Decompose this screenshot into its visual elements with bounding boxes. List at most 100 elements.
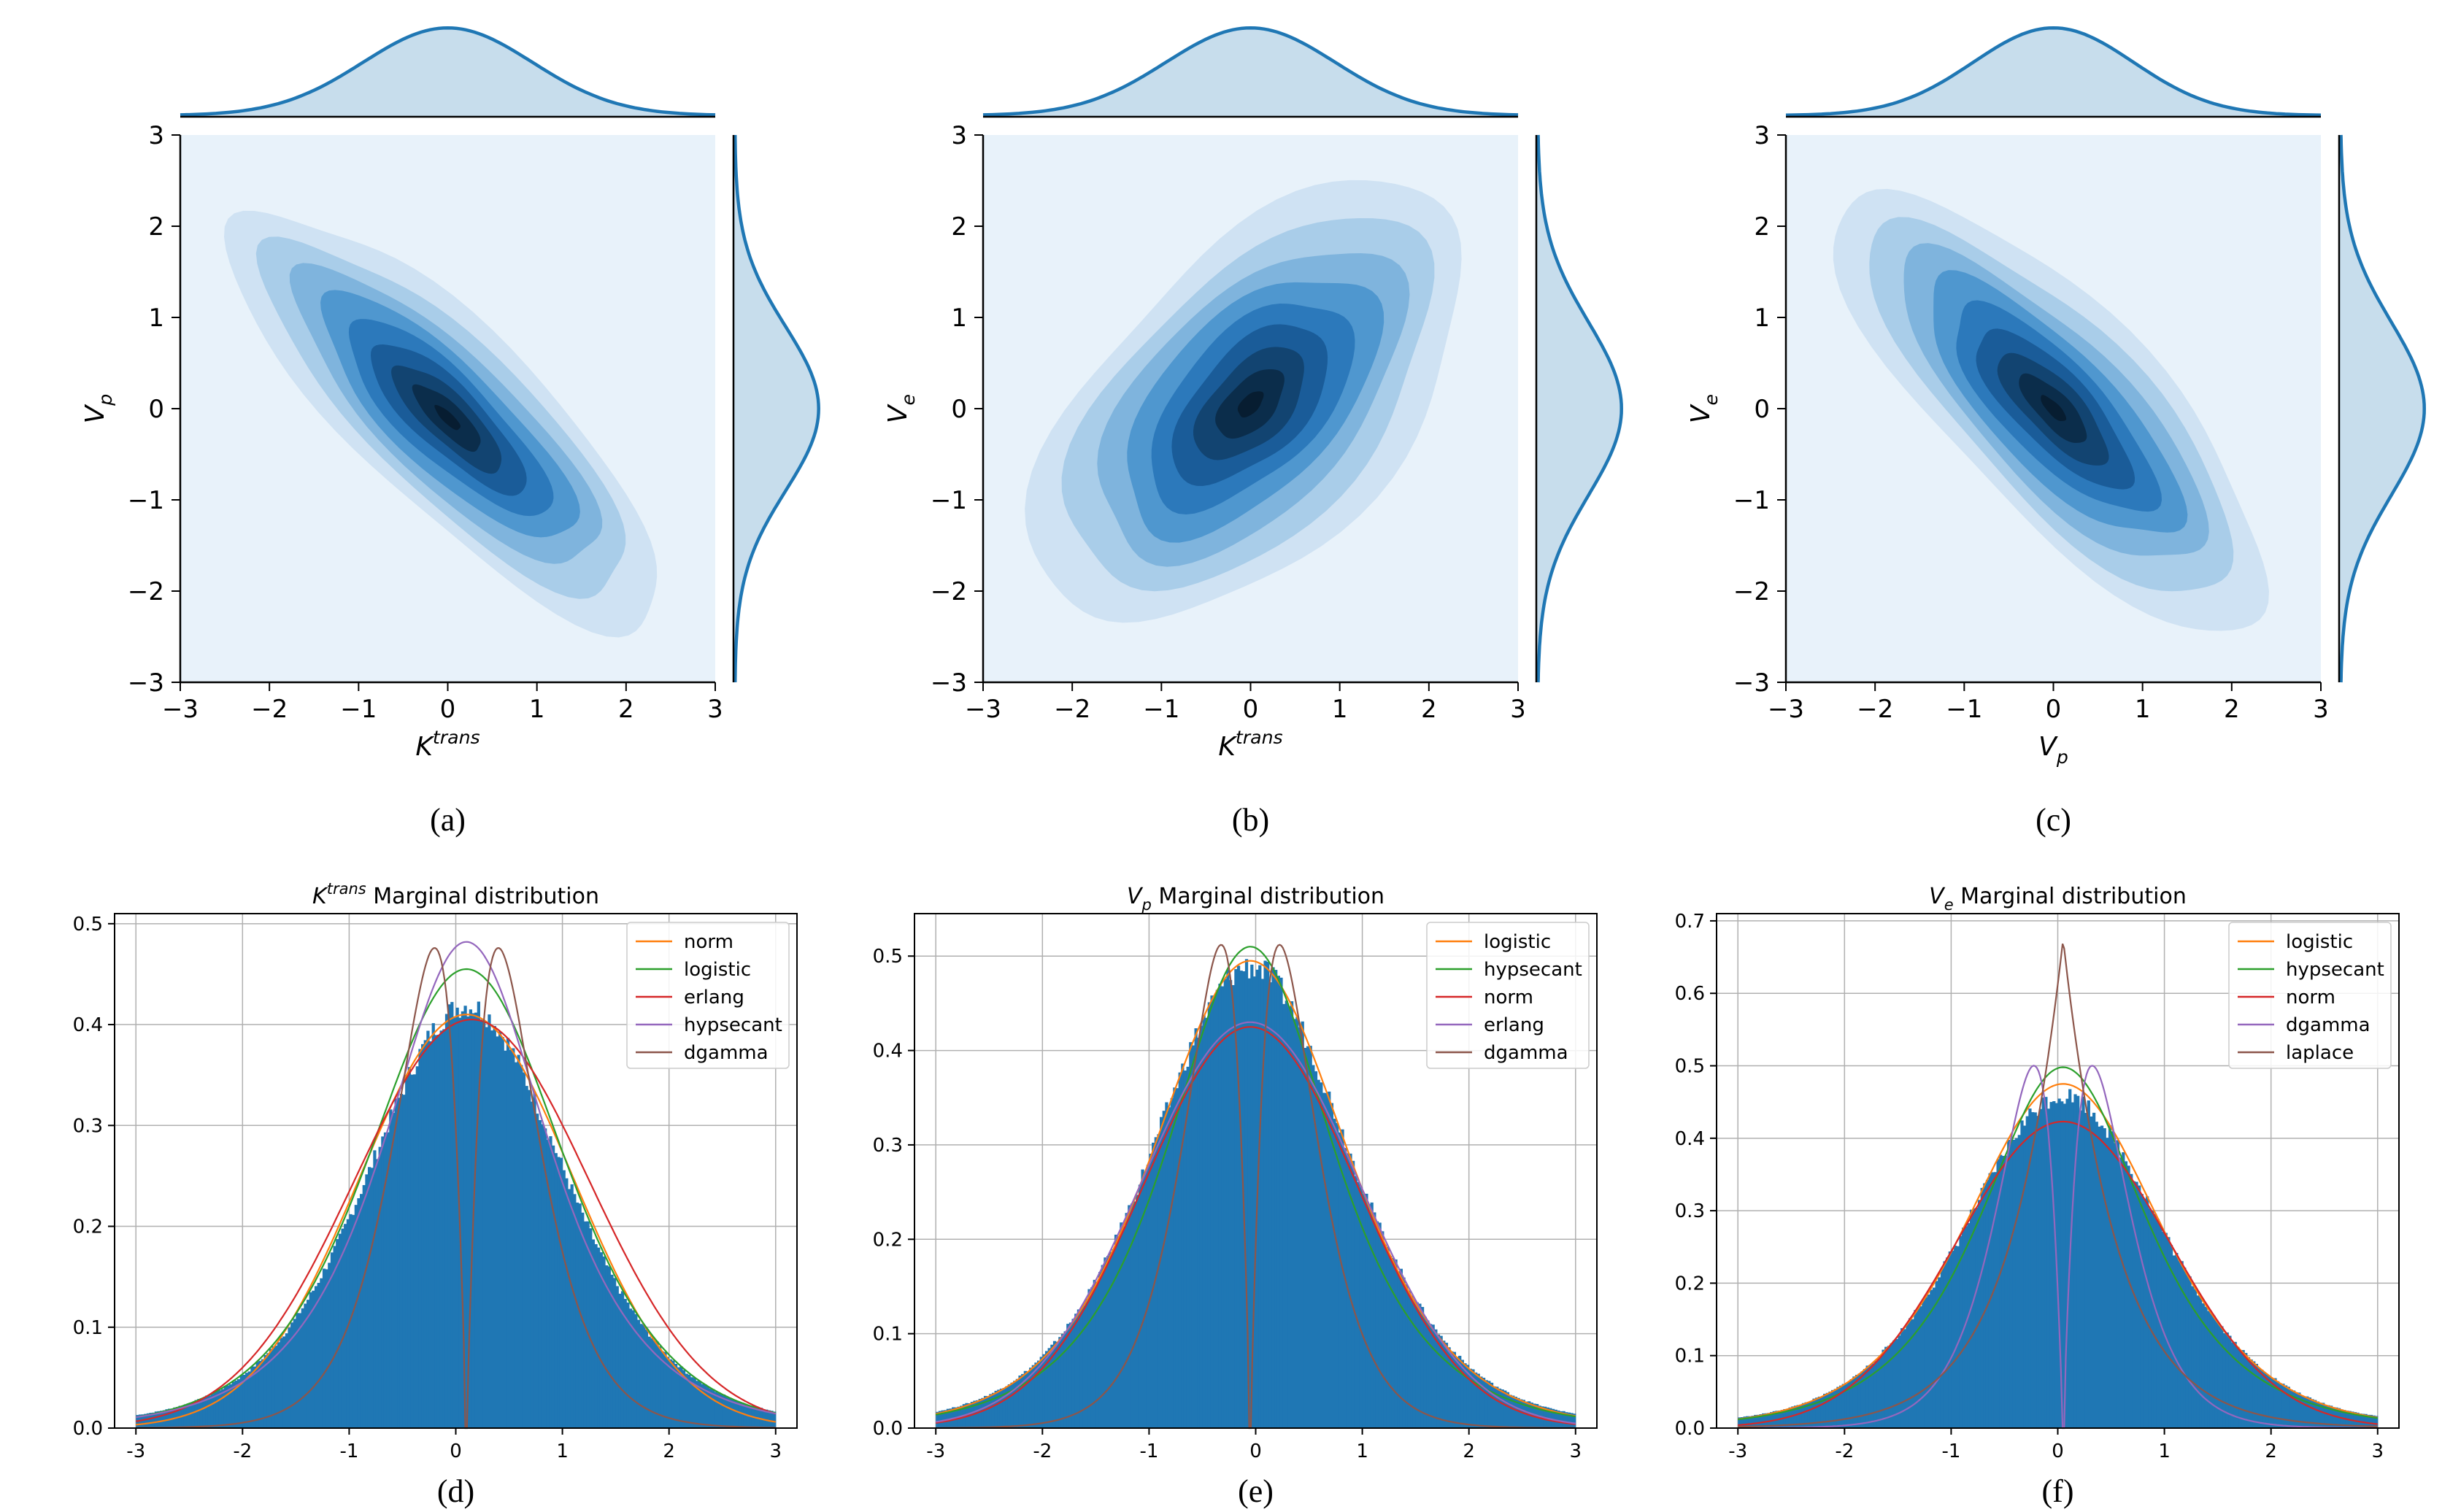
histogram-bar bbox=[554, 1153, 558, 1428]
histogram-bar bbox=[1906, 1323, 1909, 1428]
legend-label-dgamma: dgamma bbox=[684, 1042, 769, 1064]
histogram-bar bbox=[1743, 1416, 1746, 1428]
histogram-bar bbox=[1295, 1017, 1299, 1428]
histogram-bar bbox=[2364, 1413, 2368, 1428]
y-tick-label: 0.7 bbox=[1675, 911, 1705, 933]
histogram-bar bbox=[1924, 1297, 1928, 1428]
histogram-bar bbox=[341, 1228, 344, 1428]
histogram-bar bbox=[2244, 1353, 2248, 1428]
histogram-bar bbox=[2167, 1237, 2171, 1428]
histogram-bar bbox=[2063, 1103, 2067, 1428]
x-tick-label: −2 bbox=[251, 695, 288, 724]
histogram-bar bbox=[936, 1411, 939, 1428]
histogram-bar bbox=[701, 1384, 704, 1428]
histogram-bar bbox=[1946, 1257, 1949, 1428]
x-tick-label: -3 bbox=[126, 1440, 145, 1462]
histogram-bar bbox=[485, 1027, 488, 1428]
histogram-bar bbox=[546, 1139, 550, 1428]
x-tick-label: -3 bbox=[926, 1440, 945, 1462]
histogram-bar bbox=[299, 1313, 302, 1428]
histogram-bar bbox=[2254, 1363, 2259, 1428]
histogram-bar bbox=[477, 1001, 480, 1428]
histogram-bar bbox=[306, 1300, 310, 1428]
histogram-bar bbox=[704, 1384, 707, 1428]
histogram-bar bbox=[205, 1395, 209, 1428]
histogram-bar bbox=[2279, 1383, 2282, 1428]
histogram-bar bbox=[244, 1373, 249, 1428]
legend-label-logistic: logistic bbox=[2286, 931, 2353, 953]
histogram-bar bbox=[1452, 1351, 1457, 1428]
histogram-bar bbox=[2332, 1407, 2335, 1428]
histogram-bar bbox=[1125, 1213, 1128, 1428]
histogram-bar bbox=[618, 1293, 622, 1428]
y-tick-label: 0.1 bbox=[1675, 1346, 1705, 1368]
histogram-bar bbox=[480, 1019, 483, 1428]
histogram-bar bbox=[2241, 1350, 2245, 1428]
histogram-bar bbox=[1898, 1335, 1901, 1428]
x-tick-label: -3 bbox=[1728, 1440, 1747, 1462]
histogram-bar bbox=[725, 1396, 728, 1428]
histogram-bar bbox=[269, 1349, 273, 1428]
histogram-bar bbox=[1450, 1351, 1454, 1428]
histogram-bar bbox=[1999, 1154, 2003, 1428]
histogram-bar bbox=[365, 1174, 369, 1428]
histogram-bar bbox=[1511, 1395, 1515, 1428]
y-tick-label: 3 bbox=[148, 121, 164, 150]
histogram-bar bbox=[1460, 1359, 1464, 1428]
histogram-bar bbox=[394, 1098, 398, 1428]
y-tick-label: 2 bbox=[1754, 212, 1770, 242]
histogram-bar bbox=[2236, 1346, 2240, 1428]
x-tick-label: -2 bbox=[1033, 1440, 1052, 1462]
legend-box bbox=[626, 922, 790, 1069]
y-tick-label: 1 bbox=[951, 304, 967, 333]
histogram-bar bbox=[280, 1338, 283, 1428]
histogram-bar bbox=[650, 1338, 654, 1428]
histogram-bar bbox=[1085, 1298, 1088, 1428]
x-tick-label: 1 bbox=[2158, 1440, 2171, 1462]
histogram-bar bbox=[1828, 1392, 1832, 1428]
histogram-bar bbox=[599, 1252, 603, 1428]
histogram-bar bbox=[2209, 1314, 2213, 1428]
histogram-bar bbox=[626, 1302, 630, 1428]
histogram-bar bbox=[2191, 1286, 2195, 1428]
histogram-bar bbox=[1455, 1357, 1459, 1428]
histogram-bar bbox=[636, 1319, 641, 1428]
histogram-bar bbox=[2199, 1296, 2203, 1428]
legend-label-erlang: erlang bbox=[1484, 1014, 1544, 1036]
histogram-bar bbox=[530, 1101, 534, 1428]
histogram-bar bbox=[231, 1381, 235, 1428]
histogram-bar bbox=[514, 1062, 518, 1428]
legend-label-norm: norm bbox=[1484, 987, 1533, 1008]
histogram-bar bbox=[730, 1399, 733, 1428]
histogram-bar bbox=[2081, 1096, 2085, 1428]
histogram-bar bbox=[2287, 1386, 2290, 1428]
x-axis-label: Ktrans bbox=[415, 727, 480, 762]
histogram-bar bbox=[378, 1146, 382, 1428]
histogram-bar bbox=[1506, 1392, 1510, 1428]
histogram-bar bbox=[2214, 1319, 2219, 1428]
histogram-bar bbox=[1260, 979, 1265, 1428]
histogram-bar bbox=[1876, 1359, 1880, 1428]
histogram-bar bbox=[213, 1392, 217, 1428]
histogram-bar bbox=[1351, 1160, 1355, 1428]
histogram-bar bbox=[2030, 1112, 2035, 1428]
histogram-bar bbox=[1247, 978, 1251, 1428]
histogram-bar bbox=[658, 1346, 662, 1428]
histogram-bar bbox=[2361, 1413, 2365, 1428]
histogram-bar bbox=[2092, 1112, 2096, 1428]
histogram-bar bbox=[733, 1400, 736, 1428]
legend-label-hypsecant: hypsecant bbox=[684, 1014, 782, 1036]
histogram-bar bbox=[1484, 1380, 1488, 1428]
histogram-bar bbox=[677, 1367, 680, 1428]
histogram-bar bbox=[1031, 1365, 1035, 1428]
histogram-bar bbox=[573, 1194, 577, 1428]
histogram-bar bbox=[1175, 1088, 1179, 1428]
histogram-bar bbox=[149, 1413, 153, 1428]
histogram-bar bbox=[1090, 1287, 1094, 1428]
histogram-bar bbox=[610, 1274, 614, 1428]
histogram-bar bbox=[431, 1023, 435, 1428]
legend-label-hypsecant: hypsecant bbox=[1484, 959, 1582, 981]
histogram-bar bbox=[578, 1203, 582, 1428]
histogram-bar bbox=[1354, 1176, 1357, 1428]
histogram-bar bbox=[1063, 1331, 1067, 1428]
